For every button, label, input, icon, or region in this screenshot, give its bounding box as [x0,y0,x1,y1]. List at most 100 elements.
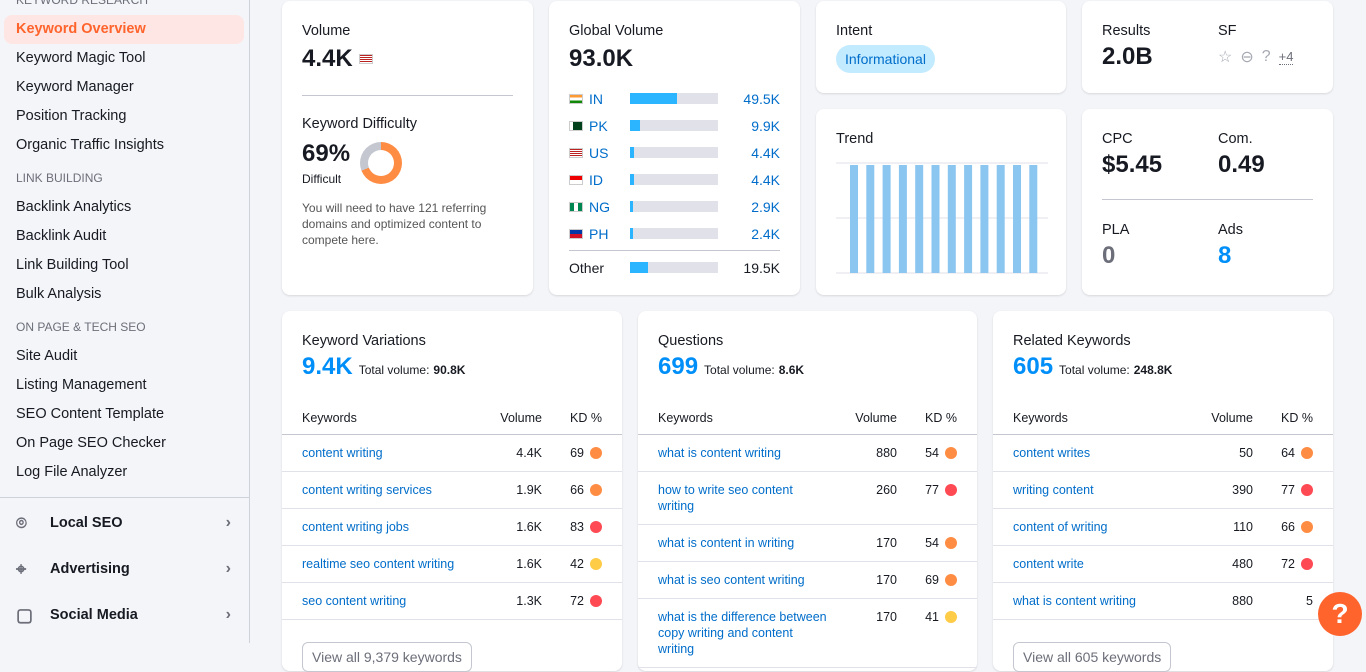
keyword-link[interactable]: how to write seo content writing [658,483,793,513]
table-header: Keywords Volume KD % [993,401,1333,435]
country-code: NG [589,198,610,215]
kd-dot [590,521,602,533]
sidebar-item-site-audit[interactable]: Site Audit [16,348,78,364]
sidebar-item-keyword-overview[interactable]: Keyword Overview [4,15,244,44]
sidebar-item-keyword-manager[interactable]: Keyword Manager [16,79,134,95]
volume-card: Volume 4.4K Keyword Difficulty 69% Diffic… [282,1,533,295]
sidebar-item-log-file-analyzer[interactable]: Log File Analyzer [16,464,128,480]
keyword-kd: 83 [570,520,584,534]
table-row: seo content writing 1.3K 72 [282,583,622,620]
keyword-link[interactable]: content writing [302,446,383,460]
country-volume[interactable]: 49.5K [743,90,780,107]
country-code: PK [589,117,608,134]
kd-dot [1301,447,1313,459]
view-all-button[interactable]: View all 605 keywords [1013,642,1172,672]
com-value: 0.49 [1218,151,1265,178]
sidebar-item-seo-content-template[interactable]: SEO Content Template [16,406,165,422]
trend-bar[interactable] [980,165,989,273]
sf-more[interactable]: +4 [1278,49,1294,65]
trend-bar[interactable] [915,165,924,273]
us-flag-icon [358,54,373,64]
trend-bar[interactable] [1029,165,1038,273]
kd-donut [360,142,403,184]
other-volume-bar [630,262,718,273]
panel-keyword-variations: Keyword Variations 9.4K Total volume: 90.8K… [282,311,622,672]
sidebar-item-backlink-analytics[interactable]: Backlink Analytics [16,199,132,215]
trend-bar[interactable] [996,165,1005,273]
volume-label: Volume [302,23,351,39]
view-all-button[interactable]: View all 9,379 keywords [302,642,472,672]
trend-bar[interactable] [882,165,891,273]
country-volume[interactable]: 2.4K [751,225,780,242]
trend-card: Trend [816,109,1066,295]
link-icon[interactable]: ⊖ [1240,49,1254,66]
keyword-link[interactable]: what is the difference between copy writ… [658,610,827,656]
trend-bar[interactable] [898,165,907,273]
other-label: Other [569,259,605,276]
sidebar-item-listing-management[interactable]: Listing Management [16,377,147,393]
sidebar-item-keyword-magic-tool[interactable]: Keyword Magic Tool [16,50,146,66]
sidebar-group-local-seo[interactable]: ⌾ Local SEO › [0,500,249,546]
kd-dot [590,558,602,570]
sidebar-group-social-media[interactable]: ▢ Social Media › [0,592,249,638]
keyword-link[interactable]: what is content in writing [658,536,795,550]
sidebar-item-link-building-tool[interactable]: Link Building Tool [16,257,129,273]
trend-bar[interactable] [1013,165,1021,273]
country-volume[interactable]: 2.9K [751,198,780,215]
question-icon[interactable]: ? [1261,48,1271,65]
sidebar-item-organic-traffic-insights[interactable]: Organic Traffic Insights [16,137,165,153]
sf-label: SF [1218,23,1237,39]
sidebar-item-backlink-audit[interactable]: Backlink Audit [16,228,107,244]
keyword-link[interactable]: content write [1013,557,1084,571]
keyword-link[interactable]: what is seo content writing [658,573,805,587]
trend-bar[interactable] [947,165,956,273]
country-row-in: IN 49.5K [569,85,780,112]
country-volume[interactable]: 4.4K [751,144,780,161]
sidebar-item-position-tracking[interactable]: Position Tracking [16,108,127,124]
star-icon[interactable]: ☆ [1218,49,1233,66]
keyword-link[interactable]: writing content [1013,483,1094,497]
keyword-link[interactable]: seo content writing [302,594,407,608]
trend-bar[interactable] [866,165,875,273]
trend-bar[interactable] [931,165,940,273]
group-label: Advertising [50,561,130,577]
country-volume[interactable]: 9.9K [751,117,780,134]
country-volume[interactable]: 4.4K [751,171,780,188]
country-row-id: ID 4.4K [569,166,780,193]
sidebar-group-advertising[interactable]: ⌖ Advertising › [0,546,249,592]
keyword-link[interactable]: content writing services [302,483,432,497]
global-volume-label: Global Volume [569,23,664,39]
keyword-link[interactable]: what is content writing [658,446,781,460]
panel-count[interactable]: 9.4K [302,353,353,380]
keyword-link[interactable]: content of writing [1013,520,1108,534]
sidebar-item-bulk-analysis[interactable]: Bulk Analysis [16,286,102,302]
keyword-volume: 170 [876,573,897,587]
table-row: content write 480 72 [993,546,1333,583]
country-row-ng: NG 2.9K [569,193,780,220]
cpc-card: CPC $5.45 Com. 0.49 PLA 0 Ads 8 [1082,109,1333,295]
total-volume-value: 248.8K [1133,363,1173,377]
trend-bar[interactable] [850,165,858,273]
results-card: Results 2.0B SF ☆ ⊖? +4 [1082,1,1333,93]
ph-flag-icon [569,228,583,239]
keyword-link[interactable]: content writes [1013,446,1091,460]
keyword-link[interactable]: realtime seo content writing [302,557,455,571]
help-button[interactable]: ? [1318,592,1362,636]
country-volume-bar [630,228,718,239]
panel-count[interactable]: 699 [658,353,699,380]
ads-value[interactable]: 8 [1218,242,1232,269]
keyword-link[interactable]: content writing jobs [302,520,410,534]
kd-dot [1301,558,1313,570]
col-volume: Volume [855,410,897,425]
kd-dot [945,484,957,496]
country-code: US [589,144,609,161]
keyword-link[interactable]: what is content writing [1013,594,1136,608]
intent-badge: Informational [836,45,935,73]
sidebar-item-on-page-seo-checker[interactable]: On Page SEO Checker [16,435,166,451]
id-flag-icon [569,174,583,185]
panel-count[interactable]: 605 [1013,353,1054,380]
keyword-kd: 72 [570,594,584,608]
trend-bar[interactable] [964,165,973,273]
kd-dot [1301,484,1313,496]
keyword-volume: 50 [1239,446,1253,460]
